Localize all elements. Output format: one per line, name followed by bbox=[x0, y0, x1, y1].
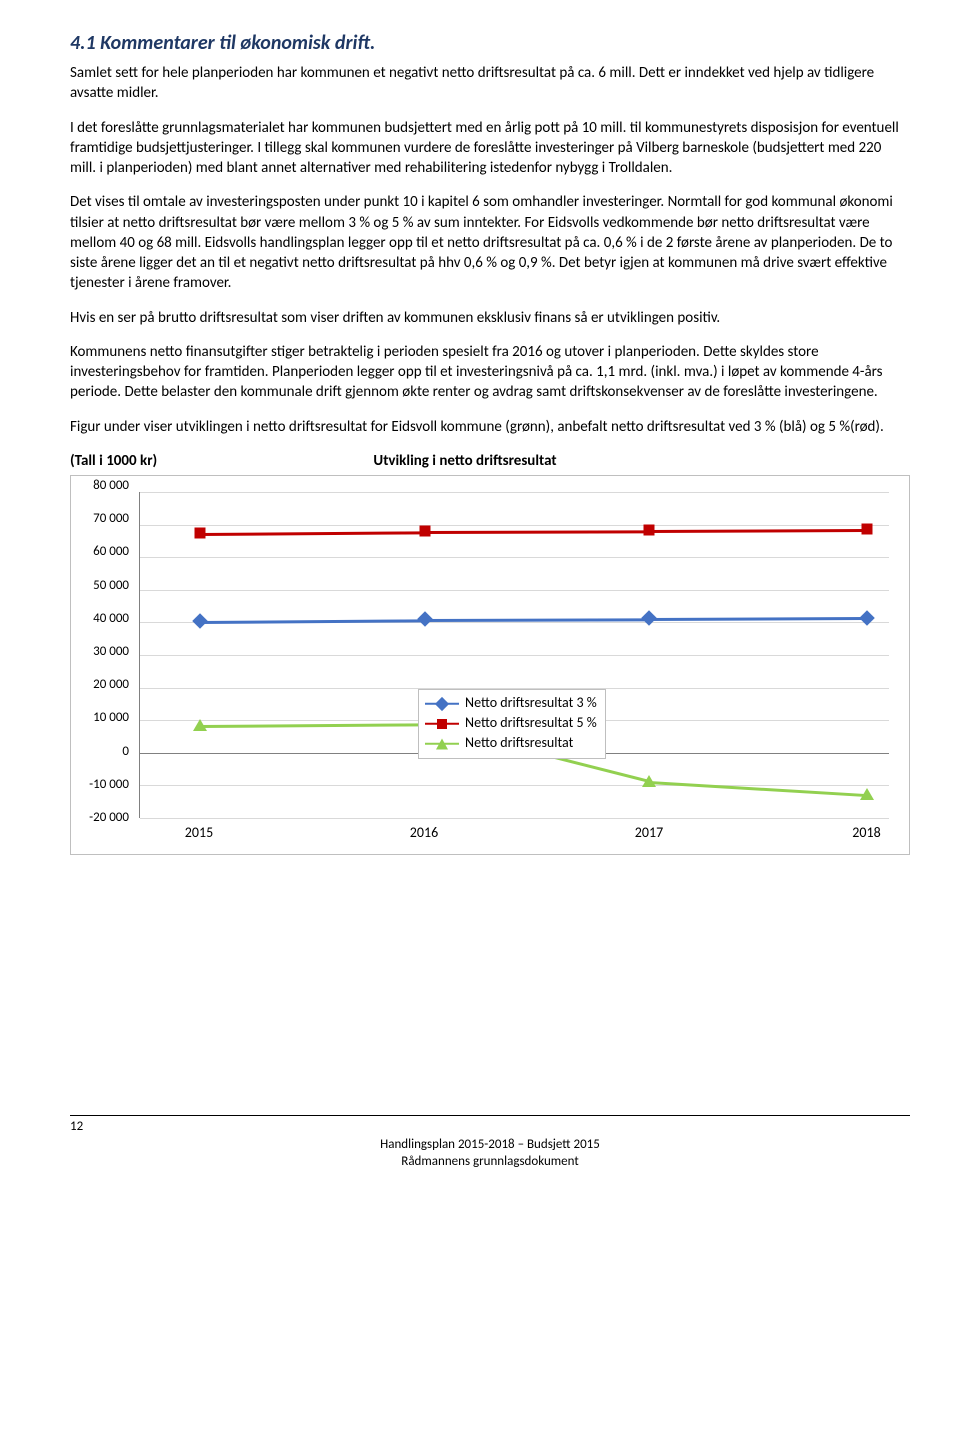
chart-container: 80 000 70 000 60 000 50 000 40 000 30 000 20 0… bbox=[70, 475, 910, 855]
y-tick-label: 80 000 bbox=[93, 477, 129, 495]
gridline bbox=[140, 655, 889, 656]
legend-item: Netto driftsresultat 3 % bbox=[425, 694, 597, 714]
paragraph-4: Hvis en ser på brutto driftsresultat som… bbox=[70, 308, 910, 328]
series-line bbox=[649, 529, 866, 532]
page-footer: 12 Handlingsplan 2015-2018 – Budsjett 20… bbox=[70, 1115, 910, 1171]
x-tick-label: 2018 bbox=[852, 824, 880, 843]
y-tick-label: 40 000 bbox=[93, 610, 129, 628]
x-tick-label: 2015 bbox=[185, 824, 213, 843]
series-line bbox=[649, 781, 866, 797]
x-tick-label: 2017 bbox=[635, 824, 663, 843]
series-line bbox=[425, 530, 650, 533]
series-line bbox=[425, 618, 650, 621]
x-tick-label: 2016 bbox=[410, 824, 438, 843]
series-line bbox=[649, 618, 866, 621]
series-line bbox=[200, 723, 425, 727]
gridline bbox=[140, 590, 889, 591]
legend-label: Netto driftsresultat 5 % bbox=[465, 714, 597, 733]
gridline bbox=[140, 525, 889, 526]
y-tick-label: 60 000 bbox=[93, 544, 129, 562]
legend: Netto driftsresultat 3 %Netto driftsresu… bbox=[418, 689, 606, 759]
square-marker-icon bbox=[437, 719, 447, 729]
series-marker bbox=[417, 611, 433, 627]
gridline bbox=[140, 785, 889, 786]
footer-line-1: Handlingsplan 2015-2018 – Budsjett 2015 bbox=[70, 1136, 910, 1154]
page-number: 12 bbox=[70, 1118, 98, 1136]
chart-caption-row: (Tall i 1000 kr) Utvikling i netto drift… bbox=[70, 451, 910, 471]
diamond-marker-icon bbox=[435, 697, 449, 711]
gridline bbox=[140, 557, 889, 558]
triangle-marker-icon bbox=[436, 738, 448, 749]
series-marker bbox=[642, 611, 658, 627]
y-tick-label: 50 000 bbox=[93, 577, 129, 595]
y-tick-label: 30 000 bbox=[93, 643, 129, 661]
tall-label: (Tall i 1000 kr) bbox=[70, 451, 370, 471]
legend-swatch bbox=[425, 717, 459, 731]
paragraph-2: I det foreslåtte grunnlagsmaterialet har… bbox=[70, 118, 910, 179]
y-tick-label: 20 000 bbox=[93, 676, 129, 694]
legend-item: Netto driftsresultat bbox=[425, 734, 597, 754]
legend-item: Netto driftsresultat 5 % bbox=[425, 714, 597, 734]
y-axis: 80 00070 00060 00050 00040 00030 00020 0… bbox=[77, 486, 135, 818]
chart-title: Utvikling i netto driftsresultat bbox=[373, 452, 556, 470]
section-heading: 4.1 Kommentarer til økonomisk drift. bbox=[70, 30, 910, 57]
x-axis: 2015 2016 2017 2018 bbox=[139, 824, 889, 848]
gridline bbox=[140, 818, 889, 819]
legend-swatch bbox=[425, 737, 459, 751]
paragraph-5: Kommunens netto finansutgifter stiger be… bbox=[70, 342, 910, 403]
y-tick-label: -10 000 bbox=[89, 776, 129, 794]
y-tick-label: 0 bbox=[122, 743, 129, 761]
series-marker bbox=[644, 525, 655, 536]
legend-label: Netto driftsresultat bbox=[465, 734, 573, 753]
series-marker bbox=[192, 613, 208, 629]
y-tick-label: -20 000 bbox=[89, 809, 129, 827]
series-marker bbox=[194, 527, 205, 538]
series-marker bbox=[861, 524, 872, 535]
y-tick-label: 70 000 bbox=[93, 510, 129, 528]
series-marker bbox=[642, 775, 656, 787]
paragraph-3: Det vises til omtale av investeringspost… bbox=[70, 192, 910, 293]
legend-swatch bbox=[425, 697, 459, 711]
gridline bbox=[140, 492, 889, 493]
series-marker bbox=[419, 526, 430, 537]
y-tick-label: 10 000 bbox=[93, 710, 129, 728]
paragraph-1: Samlet sett for hele planperioden har ko… bbox=[70, 63, 910, 104]
plot-area bbox=[139, 492, 889, 818]
legend-label: Netto driftsresultat 3 % bbox=[465, 694, 597, 713]
series-marker bbox=[193, 719, 207, 731]
series-line bbox=[200, 531, 425, 535]
paragraph-6: Figur under viser utviklingen i netto dr… bbox=[70, 417, 910, 437]
series-marker bbox=[860, 788, 874, 800]
footer-line-2: Rådmannens grunnlagsdokument bbox=[70, 1153, 910, 1171]
